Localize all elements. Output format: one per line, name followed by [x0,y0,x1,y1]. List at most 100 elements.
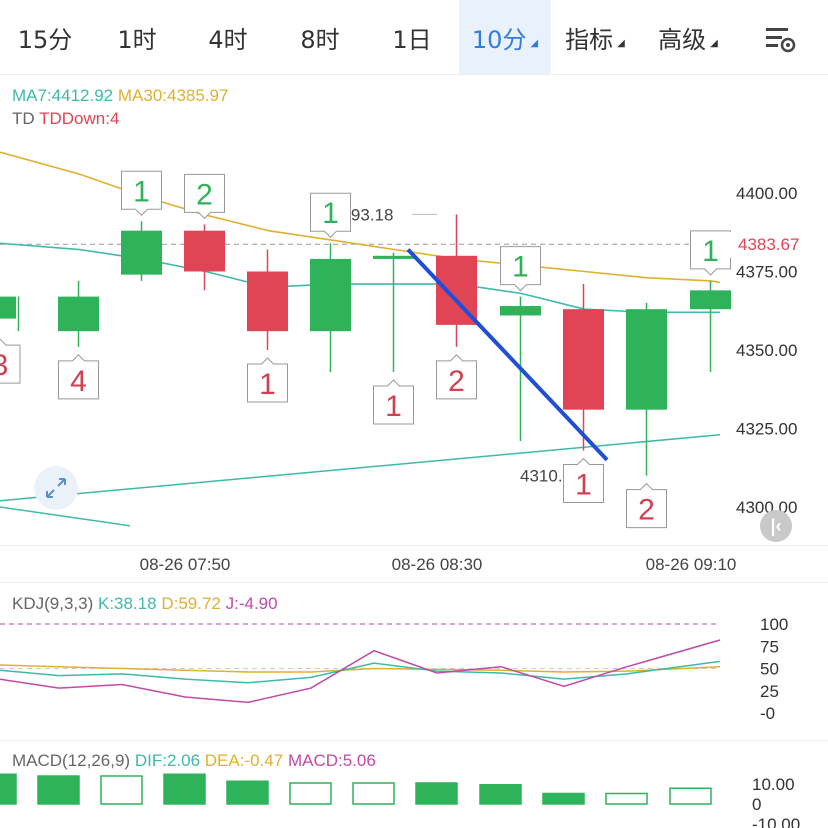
macd-value: MACD:5.06 [287,751,376,770]
tab-label: 8时 [300,25,340,54]
td-marker-box [184,173,225,220]
tab-4[interactable]: 1日 [372,0,452,74]
price-axis-label: 4325.00 [736,420,797,439]
candle-body [690,290,731,310]
ma-legend: MA7:4412.92 MA30:4385.97 [12,86,228,106]
timeframe-tabbar: 15分 1时 4时 8时 1日 10分 ◢ 指标 ◢ 高级 ◢ [0,0,828,74]
tab-label: 4时 [208,25,248,54]
current-price-label: 4383.67 [738,235,800,254]
td-marker-box [373,379,414,425]
tab-label: 1日 [392,25,432,54]
kdj-label: KDJ(9,3,3) [12,594,94,613]
ma30-legend: MA30:4385.97 [117,86,229,105]
dropdown-caret-icon: ◢ [530,37,539,49]
td-marker-text: 2 [638,494,655,527]
expand-icon [46,478,66,498]
macd-histogram-bar [415,782,458,805]
chart-settings-icon[interactable] [760,18,800,58]
kdj-axis-label: 100 [760,615,788,634]
td-marker-box [247,357,288,403]
tab-7[interactable]: 高级 ◢ [648,0,728,74]
macd-histogram-bar [605,792,648,805]
dropdown-caret-icon: ◢ [710,37,718,49]
candle-body [247,271,288,332]
td-label: TD [12,109,35,128]
td-marker-text: 4 [70,365,87,398]
lower-ma-line [0,434,721,502]
tab-2[interactable]: 4时 [188,0,268,74]
macd-histogram-bar [163,773,206,805]
kdj-axis-label: -0 [760,704,775,723]
kdj-j-line [0,639,721,704]
td-marker-box [58,354,99,400]
macd-histogram-bar [542,792,585,805]
macd-dif: DIF:2.06 [134,751,201,770]
lower-ma-line-2 [0,506,131,527]
td-marker-box [436,354,477,400]
tab-3[interactable]: 8时 [280,0,360,74]
price-axis-label: 4350.00 [736,341,797,360]
tabbar-divider [0,74,828,75]
macd-divider [0,740,828,741]
time-axis-label: 08-26 08:30 [392,555,483,574]
td-marker-box [626,482,667,529]
time-axis-label: 08-26 09:10 [646,555,737,574]
candlestick-chart[interactable]: 4400.004375.004350.004325.004300.004393.… [0,130,828,545]
candle-body [121,230,162,275]
tab-label: 15分 [17,25,73,54]
macd-legend: MACD(12,26,9) DIF:2.06 DEA:-0.47 MACD:5.… [12,751,376,771]
kdj-k: K:38.18 [97,594,157,613]
kdj-axis-label: 50 [760,660,779,679]
macd-histogram-bar [669,787,712,805]
macd-axis-label: 10.00 [752,775,795,794]
tab-label: 1时 [117,25,157,54]
ma7-line [0,242,720,314]
macd-label: MACD(12,26,9) [12,751,131,770]
kdj-legend: KDJ(9,3,3) K:38.18 D:59.72 J:-4.90 [12,594,278,614]
candle-body [310,258,351,332]
price-axis-label: 4400.00 [736,184,797,203]
macd-histogram-bar [100,775,143,805]
kdj-j: J:-4.90 [225,594,278,613]
kdj-d: D:59.72 [161,594,221,613]
candle-body [626,309,667,410]
td-legend: TD TDDown:4 [12,109,119,129]
candle-body [373,255,414,259]
macd-histogram-bar [226,780,269,805]
macd-chart[interactable]: 10.000-10.00 [0,770,828,828]
tab-1[interactable]: 1时 [97,0,177,74]
candle-body [58,296,99,332]
td-marker-text: 1 [702,235,719,268]
td-marker-text: 1 [575,468,592,501]
main-chart-divider [0,545,828,546]
td-marker-box [500,246,541,292]
macd-histogram-bar [37,775,80,805]
candle-body [500,306,541,316]
candle-body [563,309,604,410]
kdj-axis-label: 25 [760,682,779,701]
td-marker-box [310,192,351,238]
expand-chart-button[interactable] [34,466,78,510]
macd-axis-label: -10.00 [752,815,800,828]
td-marker-box [0,338,21,384]
td-marker-text: 2 [448,365,465,398]
td-value: TDDown:4 [39,109,120,128]
td-marker-text: 2 [196,178,213,211]
td-marker-text: 1 [512,251,529,284]
tab-0[interactable]: 15分 [5,0,85,74]
tab-label: 高级 [658,25,707,54]
macd-histogram-bar [289,782,332,805]
dropdown-caret-icon: ◢ [617,37,625,49]
td-marker-text: 1 [259,368,276,401]
tab-6[interactable]: 指标 ◢ [555,0,635,74]
macd-histogram-bar [479,784,522,805]
kdj-axis-label: 75 [760,637,779,656]
tab-5[interactable]: 10分 ◢ [459,0,551,74]
price-axis-label: 4375.00 [736,263,797,282]
time-axis-label: 08-26 07:50 [140,555,231,574]
scroll-latest-button[interactable]: |‹ [760,510,792,542]
macd-axis-label: 0 [752,795,761,814]
kdj-chart[interactable]: 100 75 50 25 -0 [0,612,828,736]
td-marker-text: 3 [0,349,8,382]
kdj-k-line [0,660,721,684]
